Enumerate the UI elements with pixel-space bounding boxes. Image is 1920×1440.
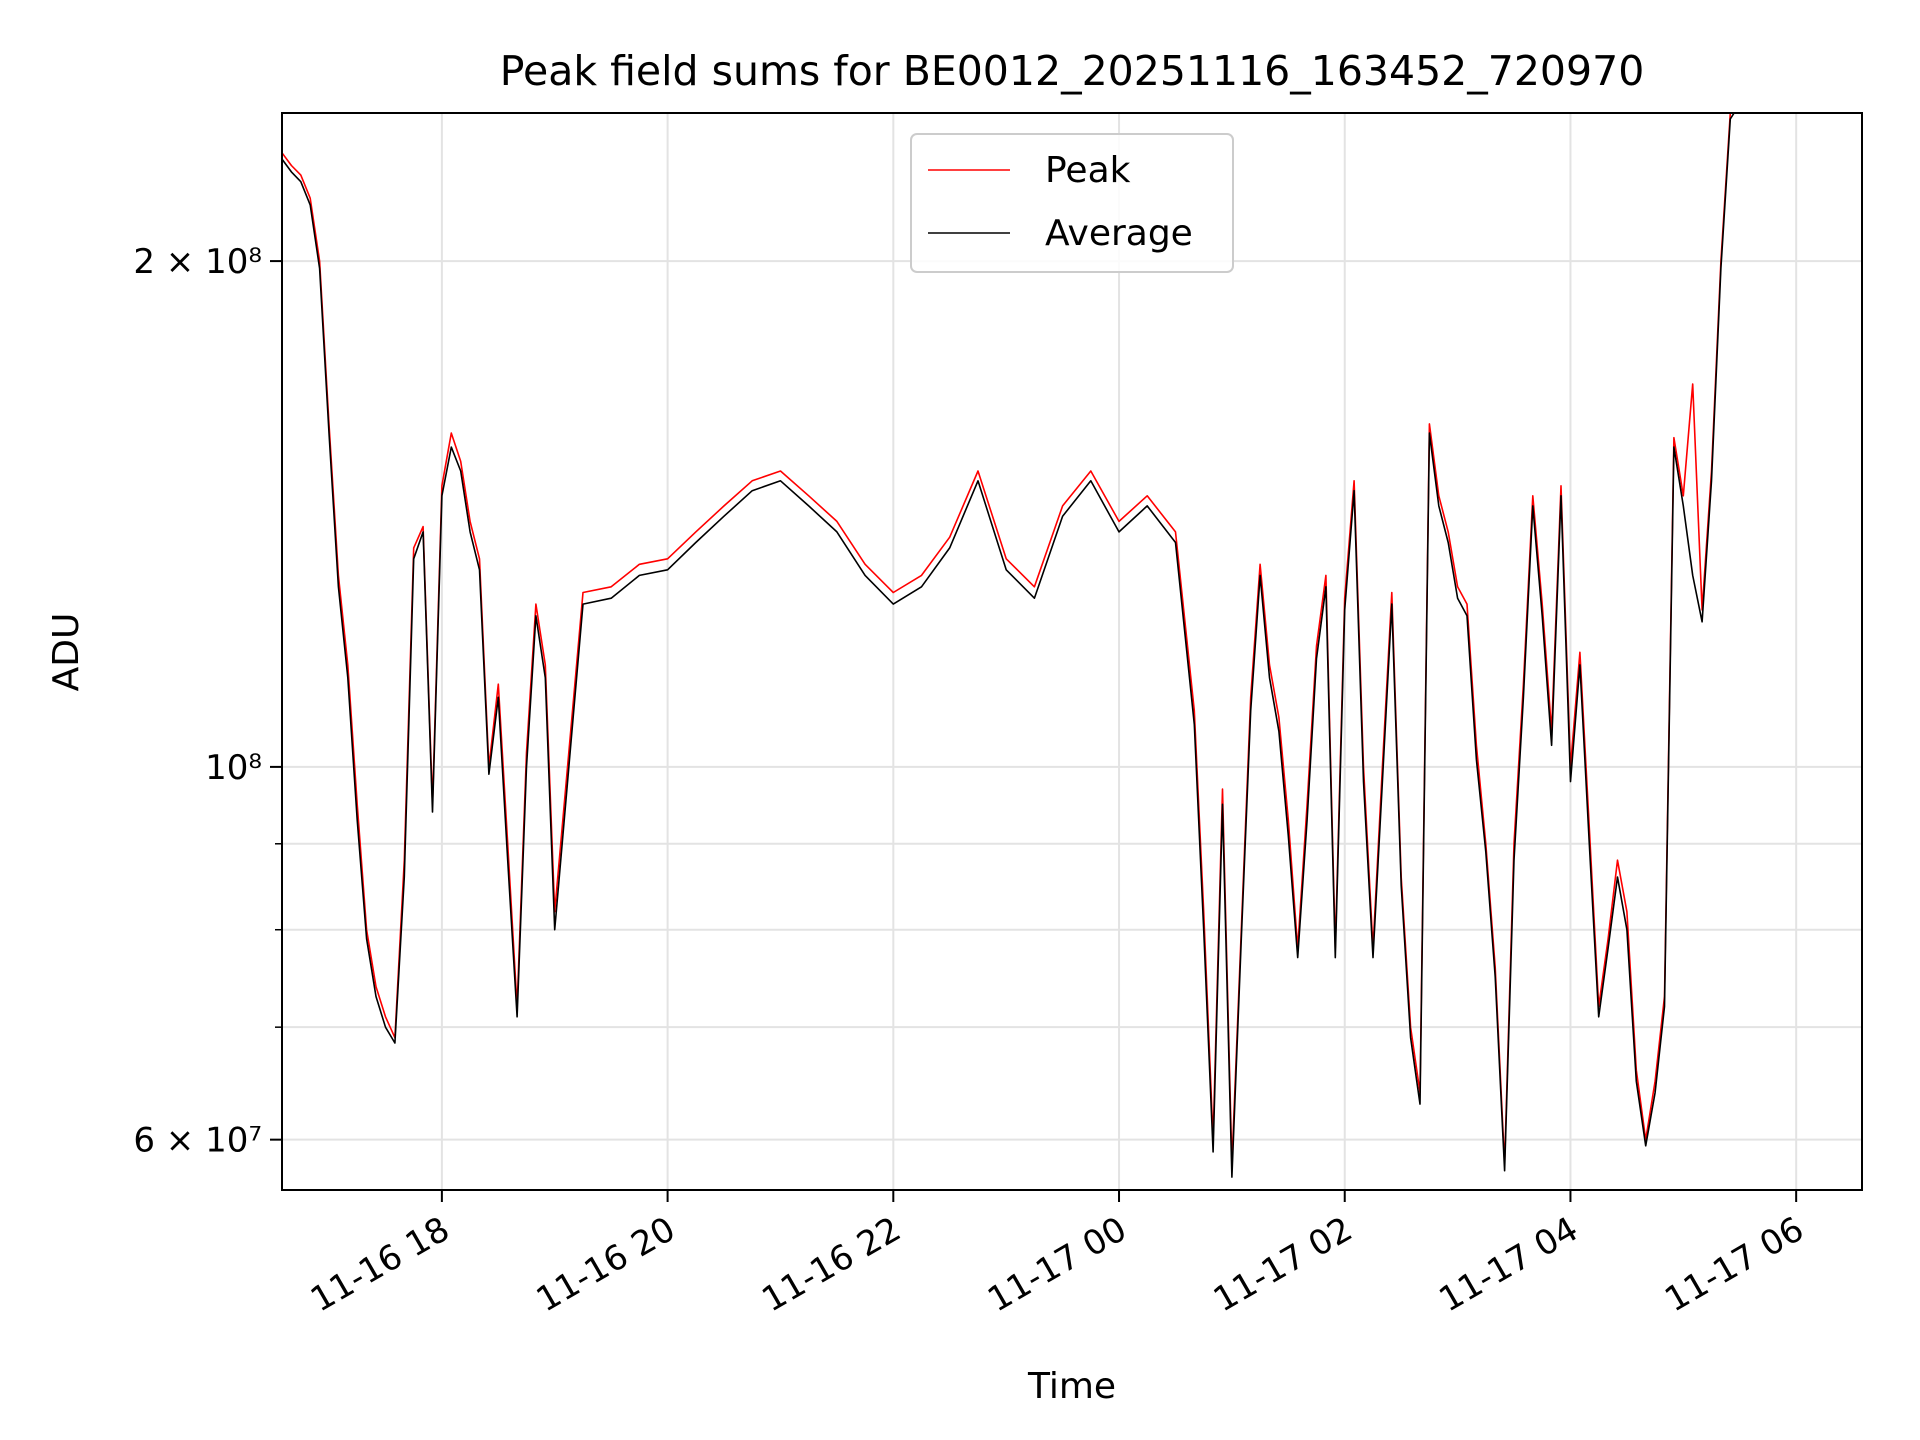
y-axis-label: ADU — [46, 613, 87, 692]
plot-frame — [281, 112, 1863, 1191]
y-tick-label: 6 × 10⁷ — [133, 1121, 262, 1161]
x-axis-label: Time — [1027, 1366, 1116, 1407]
series-line-average — [282, 113, 1736, 1178]
legend: Peak Average — [910, 133, 1234, 273]
chart-title: Peak field sums for BE0012_20251116_1634… — [500, 47, 1645, 95]
y-tick-label: 2 × 10⁸ — [133, 242, 262, 282]
legend-label-average: Average — [1045, 213, 1193, 254]
legend-label-peak: Peak — [1045, 150, 1131, 191]
legend-box — [910, 133, 1234, 273]
y-tick-label: 10⁸ — [205, 748, 262, 788]
series-layer — [282, 113, 1736, 1178]
